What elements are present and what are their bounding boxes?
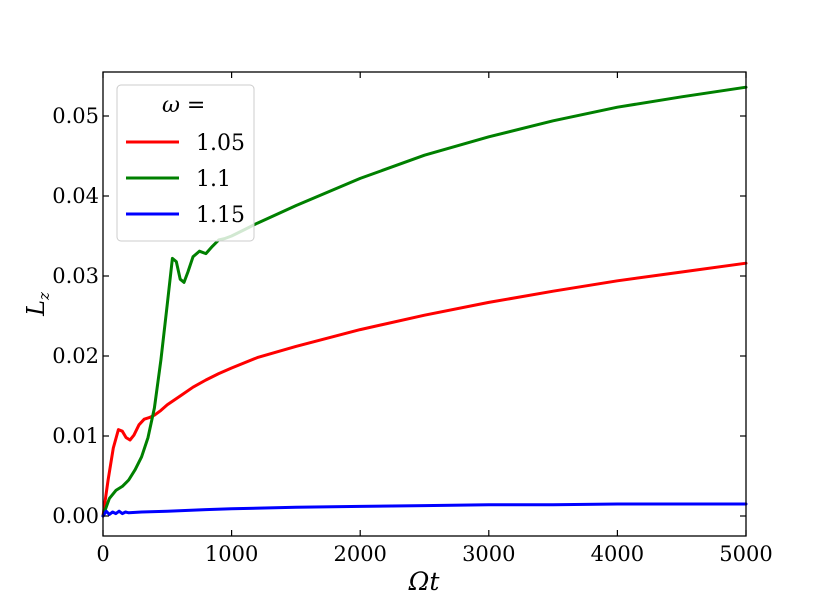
y-tick-label: 0.05: [52, 104, 99, 128]
x-tick-label: 4000: [591, 542, 644, 566]
legend-label-1-05: 1.05: [196, 131, 245, 156]
y-axis-label-subscript: z: [35, 292, 53, 301]
y-tick-label: 0.04: [52, 184, 99, 208]
y-axis-label-main: L: [22, 300, 50, 317]
x-tick-label: 3000: [462, 542, 515, 566]
ticks-layer: 0 1000 2000 3000 4000 5000 0.00 0.01 0.02 0.03 0.0…: [52, 72, 773, 566]
y-tick-label: 0.00: [52, 504, 99, 528]
y-tick-label: 0.03: [52, 264, 99, 288]
x-tick-label: 0: [96, 542, 109, 566]
series-line-1-1: [101, 85, 748, 518]
x-tick-label: 1000: [205, 542, 258, 566]
x-tick-label: 5000: [719, 542, 772, 566]
plot-frame: [102, 71, 747, 537]
y-tick-label: 0.01: [52, 424, 99, 448]
legend-label-1-1: 1.1: [196, 167, 231, 192]
series-line-1-05: [101, 261, 748, 518]
x-tick-label: 2000: [333, 542, 386, 566]
legend-title: ω =: [162, 93, 205, 118]
series-line-1-15: [101, 502, 748, 518]
legend-label-1-15: 1.15: [196, 203, 245, 228]
legend: ω = 1.05 1.1 1.15: [116, 84, 255, 242]
legend-box: [116, 84, 255, 242]
y-tick-label: 0.02: [52, 344, 99, 368]
x-axis-label: Ωt: [408, 567, 441, 596]
y-axis-label: Lz: [22, 292, 53, 317]
series-layer: [101, 85, 748, 518]
